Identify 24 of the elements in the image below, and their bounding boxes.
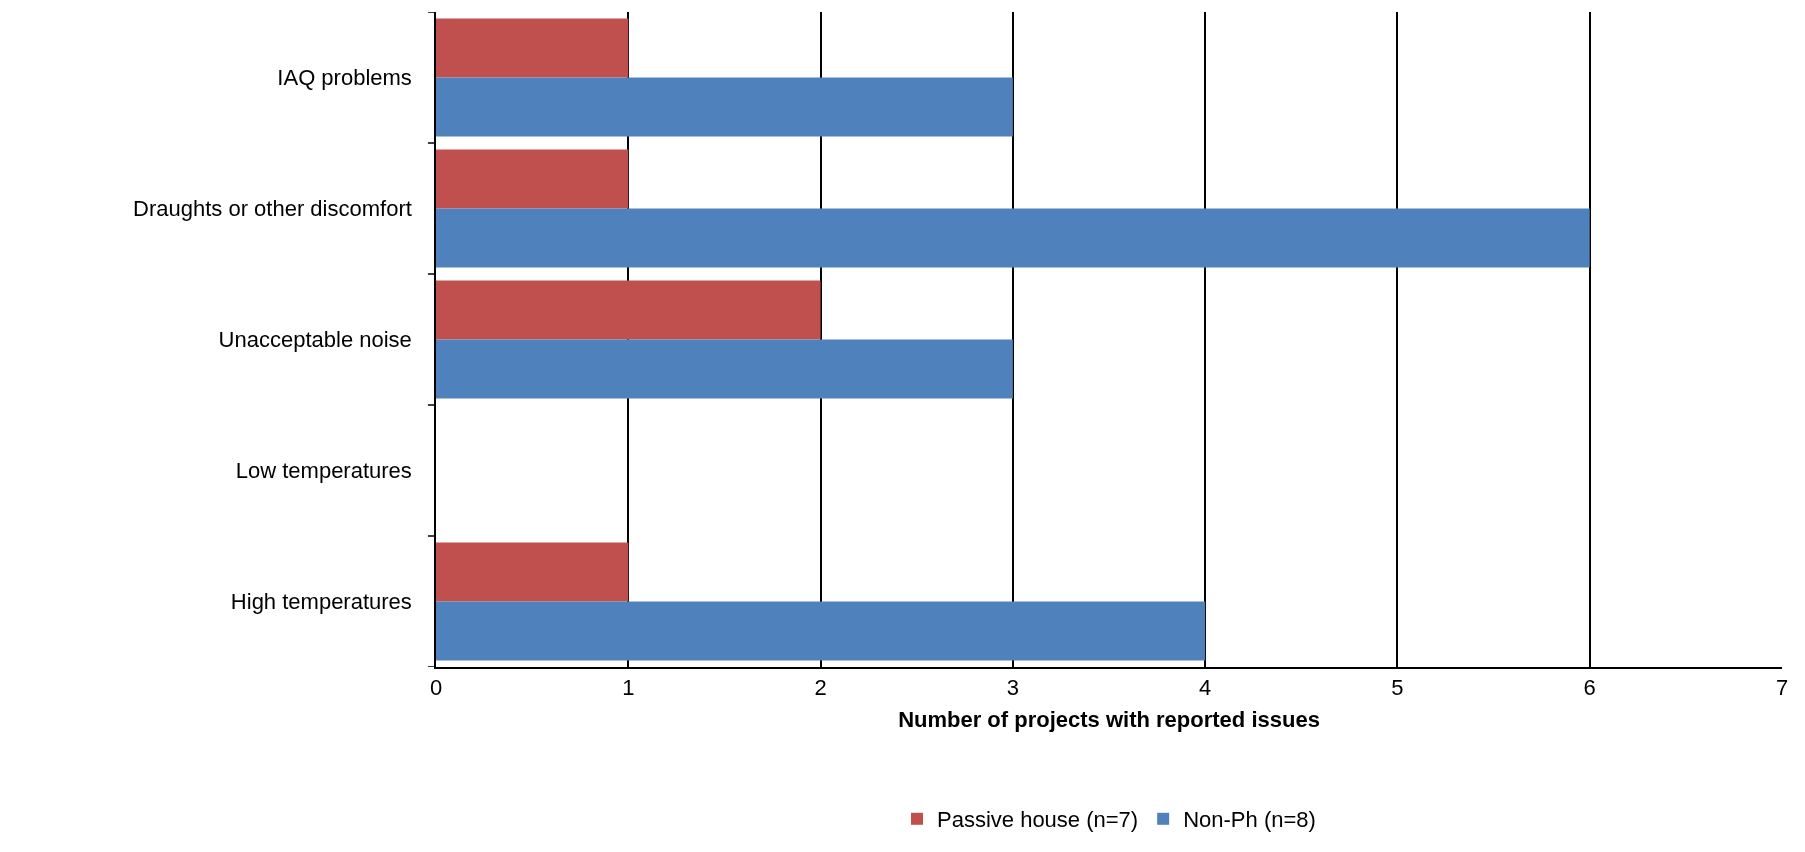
y-tick-label: Draughts or other discomfort <box>133 196 412 222</box>
bar <box>436 339 1013 399</box>
x-tick-label: 0 <box>429 675 443 701</box>
bar <box>436 208 1590 268</box>
x-tick-label: 7 <box>1775 675 1789 701</box>
x-axis-title: Number of projects with reported issues <box>898 706 1320 732</box>
bar <box>436 77 1013 137</box>
y-tick-label: Unacceptable noise <box>218 327 412 353</box>
legend-label: Passive house (n=7) <box>937 807 1139 833</box>
x-tick-label: 6 <box>1583 675 1596 701</box>
bar <box>436 601 1206 661</box>
x-tick-label: 5 <box>1391 675 1404 701</box>
bar <box>436 18 629 78</box>
bar <box>436 280 821 340</box>
x-tick-label: 1 <box>622 675 635 701</box>
bar <box>436 149 629 209</box>
y-tick-label: High temperatures <box>230 589 412 615</box>
y-tick-label: Low temperatures <box>235 458 412 484</box>
x-tick-label: 4 <box>1199 675 1212 701</box>
x-tick-label: 3 <box>1006 675 1019 701</box>
bar <box>436 542 629 602</box>
y-tick-label: IAQ problems <box>277 65 412 91</box>
legend-label: Non-Ph (n=8) <box>1183 807 1316 833</box>
x-tick-label: 2 <box>814 675 827 701</box>
